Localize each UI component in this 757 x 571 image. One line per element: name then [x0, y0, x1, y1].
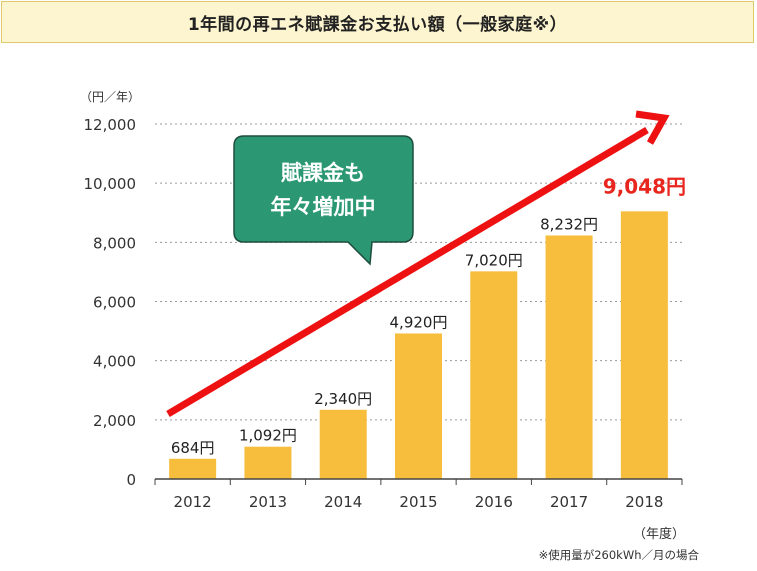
x-axis-label: （年度） [633, 526, 685, 542]
chart-title: 1年間の再エネ賦課金お支払い額（一般家庭※） [187, 14, 568, 35]
bar [395, 333, 442, 479]
bars [169, 211, 668, 479]
x-axis-ticks: 2012 2013 2014 2015 2016 2017 2018 [154, 479, 683, 511]
y-tick-label: 2,000 [93, 412, 136, 430]
data-label: 8,232円 [540, 215, 598, 233]
data-label: 4,920円 [390, 313, 448, 331]
footnote: ※使用量が260kWh／月の場合 [538, 548, 699, 562]
y-tick-label: 10,000 [84, 175, 137, 193]
title-bar: 1年間の再エネ賦課金お支払い額（一般家庭※） [1, 1, 754, 43]
y-tick-label: 6,000 [93, 294, 136, 312]
x-tick-label: 2013 [249, 493, 287, 511]
data-label: 9,048円 [603, 174, 686, 198]
bar [244, 446, 292, 479]
y-tick-label: 4,000 [93, 353, 136, 371]
data-label: 2,340円 [314, 390, 372, 408]
y-axis-ticks: 0 2,000 4,000 6,000 8,000 10,000 12,000 [84, 116, 137, 489]
y-tick-label: 0 [126, 471, 136, 489]
bar [470, 271, 518, 479]
bar [169, 458, 217, 479]
callout-line-1: 賦課金も [281, 161, 365, 185]
data-labels: 684円 1,092円 2,340円 4,920円 7,020円 8,232円 9,048円 [171, 174, 686, 456]
x-tick-label: 2012 [174, 493, 212, 511]
y-tick-label: 8,000 [93, 234, 136, 252]
x-tick-label: 2015 [399, 493, 437, 511]
bar [319, 409, 367, 479]
trend-arrow-head [635, 110, 670, 145]
trend-arrow-shaft [166, 126, 649, 418]
callout-line-2: 年々増加中 [271, 195, 376, 219]
data-label: 1,092円 [239, 427, 297, 445]
y-tick-label: 12,000 [84, 116, 137, 134]
x-tick-label: 2016 [475, 493, 513, 511]
callout-shape [233, 135, 414, 266]
bar [620, 211, 668, 479]
callout-bubble: 賦課金も 年々増加中 [233, 135, 414, 266]
data-label: 7,020円 [465, 251, 523, 269]
bar [545, 235, 593, 479]
x-tick-label: 2014 [324, 493, 362, 511]
x-tick-label: 2017 [550, 493, 588, 511]
data-label: 684円 [171, 439, 215, 457]
x-tick-label: 2018 [625, 493, 663, 511]
y-axis-label: （円／年） [80, 90, 140, 104]
